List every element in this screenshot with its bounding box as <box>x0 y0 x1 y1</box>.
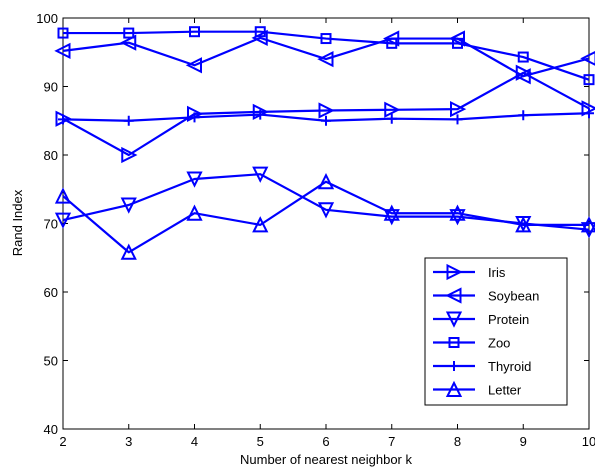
y-tick-label: 40 <box>44 422 58 437</box>
legend-label: Soybean <box>488 289 539 304</box>
legend-label: Letter <box>488 383 522 398</box>
x-tick-label: 9 <box>520 434 527 449</box>
data-point-thyroid <box>189 112 200 123</box>
legend-box <box>424 257 568 406</box>
data-point-letter <box>449 204 466 221</box>
data-point-protein <box>580 222 595 239</box>
data-point-soybean <box>514 68 531 85</box>
data-point-zoo <box>583 74 595 86</box>
data-point-thyroid <box>386 113 397 124</box>
legend-label: Protein <box>488 312 529 327</box>
x-tick-label: 5 <box>257 434 264 449</box>
data-point-zoo <box>452 37 463 49</box>
data-point-thyroid <box>255 109 266 120</box>
legend-entry-thyroid: Thyroid <box>433 359 531 374</box>
x-tick-label: 4 <box>191 434 198 449</box>
legend-entry-zoo: Zoo <box>433 336 510 351</box>
y-tick-label: 50 <box>44 354 58 369</box>
data-point-letter <box>515 216 532 233</box>
data-point-letter <box>54 187 72 204</box>
data-point-soybean <box>185 57 202 74</box>
series-line-zoo <box>63 30 590 81</box>
data-point-thyroid <box>584 108 594 119</box>
legend-marker <box>449 361 459 371</box>
data-point-iris <box>318 102 335 119</box>
series-line-letter <box>62 180 589 254</box>
data-point-thyroid <box>123 115 134 126</box>
series-line-iris <box>62 71 590 157</box>
y-tick-label: 90 <box>44 80 58 95</box>
data-point-iris <box>384 101 401 118</box>
data-point-zoo <box>123 27 135 39</box>
data-point-soybean <box>120 34 137 51</box>
data-point-letter <box>252 216 269 233</box>
data-point-letter <box>383 204 400 221</box>
legend-label: Thyroid <box>488 359 531 374</box>
y-tick-label: 80 <box>44 148 58 163</box>
y-tick-label: 60 <box>44 285 58 300</box>
data-point-protein <box>252 166 269 183</box>
data-point-protein <box>54 212 72 229</box>
data-point-thyroid <box>58 114 68 125</box>
data-point-thyroid <box>452 114 463 125</box>
data-point-zoo <box>386 37 398 49</box>
data-point-zoo <box>189 26 200 38</box>
data-point-soybean <box>383 30 400 47</box>
legend-entry-letter: Letter <box>433 380 522 398</box>
data-point-soybean <box>317 50 334 68</box>
legend-entry-iris: Iris <box>433 263 506 281</box>
y-axis-label: Rand Index <box>10 189 25 256</box>
data-point-zoo <box>57 27 69 39</box>
series-line-soybean <box>62 36 590 78</box>
series-letter <box>54 172 595 260</box>
y-tick-label: 70 <box>44 217 58 232</box>
x-tick-label: 8 <box>454 434 461 449</box>
series-thyroid <box>58 108 594 126</box>
data-point-zoo <box>320 33 332 45</box>
axis-ticks: 2 3 4 5 6 7 8 9 10 40 50 60 70 80 90 100 <box>36 11 595 449</box>
legend-marker <box>448 337 460 348</box>
data-point-letter <box>317 172 335 190</box>
data-point-letter <box>120 243 137 260</box>
data-point-letter <box>580 216 595 233</box>
data-point-thyroid <box>518 110 529 121</box>
data-point-protein <box>383 209 400 226</box>
data-point-iris <box>121 146 138 164</box>
data-point-soybean <box>580 51 595 66</box>
data-point-zoo <box>517 51 529 63</box>
x-tick-label: 7 <box>388 434 395 449</box>
data-point-protein <box>186 171 203 188</box>
legend-entry-protein: Protein <box>433 311 529 328</box>
data-point-soybean <box>54 42 71 59</box>
data-point-protein <box>120 197 137 214</box>
x-axis-label: Number of nearest neighbor k <box>240 452 412 467</box>
legend-entry-soybean: Soybean <box>433 287 539 304</box>
data-point-zoo <box>254 26 266 38</box>
x-tick-label: 6 <box>322 434 329 449</box>
legend: Iris Soybean Protein Zoo Thyroid Letter <box>424 257 568 406</box>
data-point-thyroid <box>321 115 331 126</box>
x-tick-label: 10 <box>582 434 595 449</box>
data-point-soybean <box>448 30 465 47</box>
legend-marker <box>446 263 463 281</box>
legend-marker <box>445 380 463 397</box>
x-tick-label: 2 <box>59 434 66 449</box>
data-point-iris <box>450 100 467 118</box>
series-layer <box>54 26 595 260</box>
legend-label: Iris <box>488 265 506 280</box>
y-tick-label: 100 <box>36 11 58 26</box>
legend-marker <box>445 311 463 328</box>
data-point-protein <box>317 202 335 219</box>
legend-label: Zoo <box>488 336 510 351</box>
data-point-letter <box>186 204 203 221</box>
series-zoo <box>57 26 595 86</box>
data-point-soybean <box>251 29 268 46</box>
x-tick-label: 3 <box>125 434 132 449</box>
series-soybean <box>54 29 595 85</box>
legend-marker <box>445 287 462 304</box>
data-point-protein <box>449 209 466 226</box>
